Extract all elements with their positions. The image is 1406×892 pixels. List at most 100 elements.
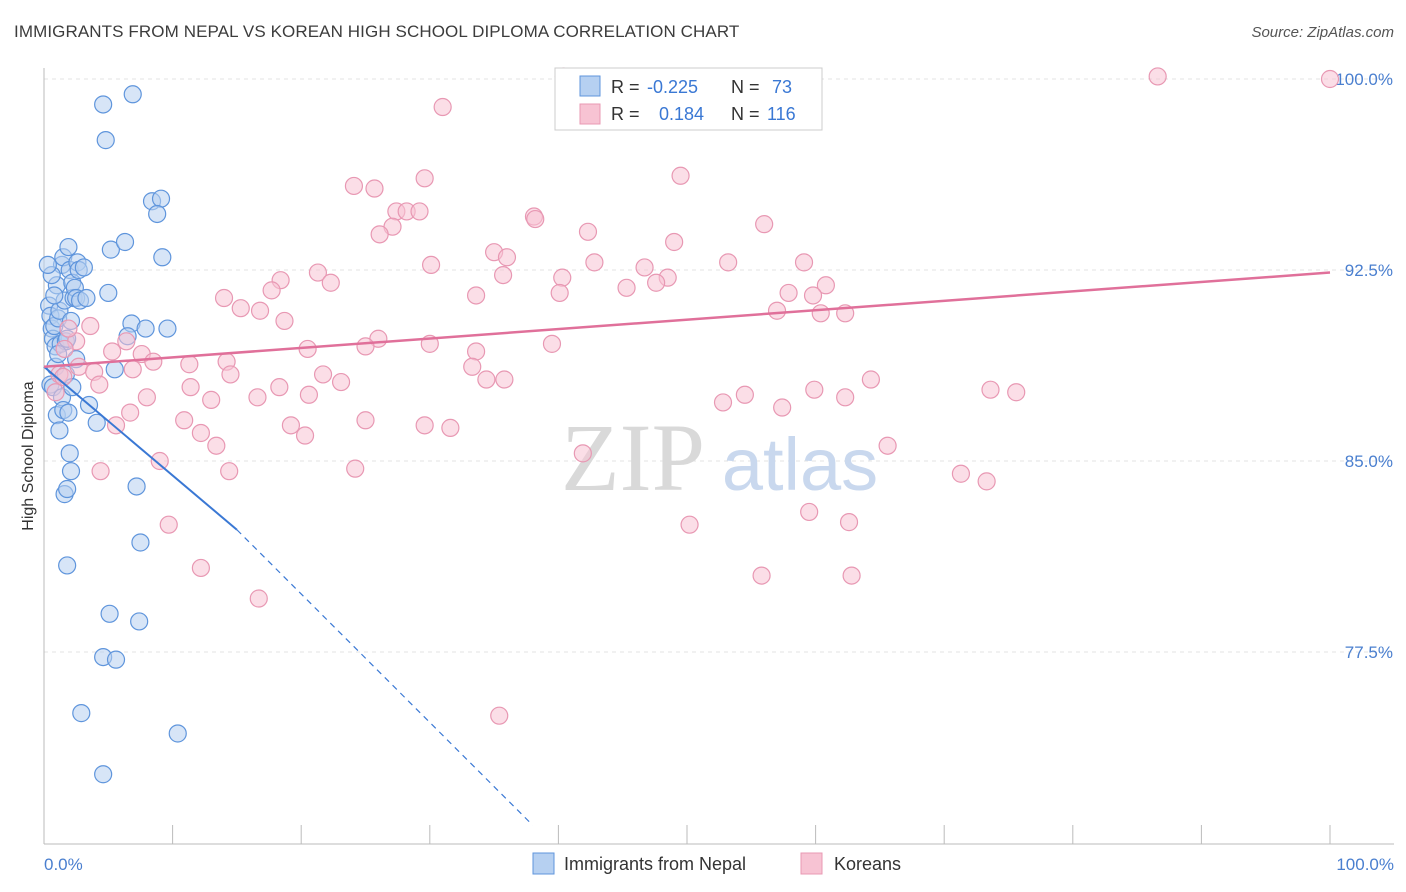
bottom-legend-swatch-nepal	[532, 852, 555, 875]
korean-point	[356, 337, 375, 356]
nepal-point	[60, 444, 79, 463]
korean-point	[123, 360, 142, 379]
korean-point	[553, 268, 572, 287]
korean-point	[175, 411, 194, 430]
gridlines	[44, 78, 1394, 653]
korean-point	[977, 472, 996, 491]
korean-point	[794, 253, 814, 272]
korean-point	[356, 411, 375, 430]
korean-point	[313, 365, 333, 384]
bottom-legend-label-korean: Koreans	[834, 854, 901, 874]
korean-point	[1320, 69, 1340, 89]
korean-point	[55, 339, 74, 359]
korean-point	[275, 311, 294, 331]
korean-point	[490, 706, 509, 725]
nepal-point	[148, 204, 167, 224]
legend-n-label-nepal: N =	[731, 77, 760, 97]
korean-point	[779, 283, 798, 303]
legend-n-label-korean: N =	[731, 104, 760, 124]
legend-r-label-korean: R =	[611, 104, 640, 124]
legend-r-label-nepal: R =	[611, 77, 640, 97]
korean-point	[861, 370, 880, 389]
legend-n-value-korean: 116	[767, 104, 796, 124]
korean-point	[1148, 67, 1167, 86]
y-axis-title: High School Diploma	[20, 381, 37, 531]
nepal-point	[38, 255, 57, 275]
korean-point	[249, 589, 268, 608]
nepal-point	[59, 403, 78, 422]
korean-point	[441, 418, 460, 437]
bottom-legend: Immigrants from Nepal Koreans	[532, 852, 901, 875]
nepal-point	[136, 319, 155, 338]
korean-point	[421, 255, 441, 275]
korean-point	[981, 380, 1000, 399]
korean-point	[671, 166, 690, 185]
korean-point	[159, 515, 178, 534]
korean-point	[270, 378, 289, 397]
trend-line-nepal-extension	[236, 529, 534, 826]
korean-point	[755, 215, 774, 234]
series-nepal-points	[38, 85, 187, 784]
legend-swatch-nepal	[579, 75, 601, 97]
nepal-point	[153, 248, 172, 267]
nepal-point	[123, 85, 142, 104]
korean-point	[137, 388, 156, 407]
korean-point	[1007, 383, 1026, 402]
korean-point	[550, 283, 569, 303]
nepal-point	[100, 604, 119, 623]
korean-point	[477, 370, 496, 389]
legend-r-value-nepal: -0.225	[647, 77, 698, 97]
korean-point	[262, 281, 281, 300]
korean-point	[248, 388, 267, 407]
korean-point	[463, 357, 482, 376]
legend: R = -0.225 N = 73 R = 0.184 N = 116	[554, 67, 823, 131]
korean-point	[842, 566, 861, 585]
nepal-point	[59, 237, 78, 257]
trend-line-korean	[43, 271, 1331, 369]
korean-point	[295, 426, 315, 445]
korean-point	[410, 202, 429, 221]
korean-point	[585, 253, 604, 272]
korean-point	[752, 566, 771, 585]
nepal-point	[94, 765, 113, 784]
korean-point	[713, 393, 733, 412]
chart-title: IMMIGRANTS FROM NEPAL VS KOREAN HIGH SCH…	[14, 22, 740, 41]
korean-point	[665, 232, 684, 252]
korean-point	[231, 299, 250, 318]
korean-point	[578, 222, 598, 241]
nepal-point	[74, 258, 93, 277]
y-tick-labels: 77.5% 85.0% 92.5% 100.0%	[1335, 70, 1393, 662]
korean-point	[344, 176, 364, 196]
korean-point	[281, 416, 301, 435]
nepal-point	[45, 286, 64, 305]
korean-point	[466, 342, 486, 361]
nepal-point	[115, 232, 135, 252]
nepal-point	[58, 479, 77, 499]
korean-point	[117, 332, 136, 351]
nepal-point	[127, 477, 146, 496]
korean-point	[308, 263, 328, 282]
korean-point	[542, 334, 562, 353]
korean-point	[767, 301, 787, 320]
korean-point	[680, 515, 699, 534]
korean-point	[220, 462, 239, 481]
korean-point	[415, 169, 434, 188]
nepal-point	[106, 650, 126, 669]
korean-point	[144, 352, 163, 371]
korean-point	[121, 403, 140, 422]
korean-point	[805, 380, 824, 399]
korean-point	[59, 319, 78, 338]
nepal-point	[131, 533, 150, 552]
korean-point	[811, 304, 830, 323]
korean-point	[69, 357, 88, 376]
nepal-point	[72, 704, 91, 723]
legend-n-value-nepal: 73	[772, 77, 792, 97]
y-tick-label: 85.0%	[1345, 452, 1393, 471]
korean-point	[250, 301, 270, 320]
korean-point	[191, 558, 210, 578]
nepal-point	[58, 556, 77, 575]
nepal-point	[105, 360, 124, 379]
korean-point	[635, 258, 654, 277]
korean-point	[181, 378, 200, 397]
nepal-point	[61, 462, 81, 481]
